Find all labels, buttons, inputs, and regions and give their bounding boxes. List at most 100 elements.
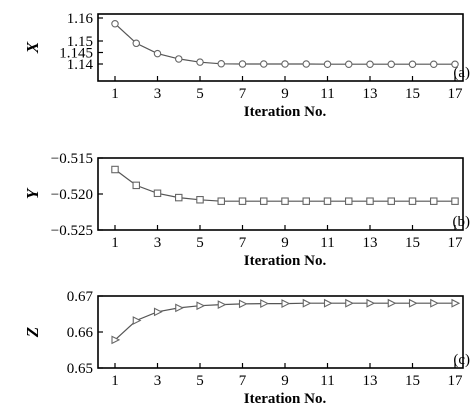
data-point <box>281 299 291 308</box>
x-tick-label: 3 <box>154 373 162 389</box>
data-point <box>196 196 204 204</box>
x-tick-label: 7 <box>239 373 247 389</box>
data-point <box>366 197 374 205</box>
data-point <box>238 299 248 309</box>
y-axis-title: X <box>23 41 42 54</box>
x-tick-label: 3 <box>154 86 162 102</box>
data-point <box>153 49 162 58</box>
data-point <box>132 316 142 325</box>
y-tick-label: 1.145 <box>59 46 93 62</box>
series-line <box>114 302 455 341</box>
y-tick-label: 0.66 <box>67 325 94 341</box>
data-point <box>132 39 141 48</box>
data-point <box>175 303 184 313</box>
x-tick-label: 17 <box>448 373 464 389</box>
x-tick-label: 13 <box>363 86 378 102</box>
plot-frame <box>97 13 464 82</box>
x-tick-label: 15 <box>405 86 420 102</box>
data-point <box>323 60 332 68</box>
data-point <box>238 60 247 68</box>
series-line <box>114 23 455 65</box>
data-point <box>429 197 438 205</box>
data-point <box>430 298 439 308</box>
data-point <box>366 60 374 68</box>
x-tick-label: 9 <box>281 86 289 102</box>
x-tick-label: 9 <box>281 235 289 251</box>
y-tick-label: 0.65 <box>67 361 93 377</box>
data-point <box>323 298 333 308</box>
data-point <box>111 165 119 174</box>
data-point <box>366 298 376 308</box>
data-point <box>302 197 310 205</box>
data-point <box>175 193 183 202</box>
x-tick-label: 13 <box>363 235 378 251</box>
data-point <box>302 298 312 308</box>
x-tick-label: 5 <box>196 373 204 389</box>
data-point <box>217 300 227 310</box>
x-axis-title: Iteration No. <box>244 104 327 120</box>
x-tick-label: 1 <box>111 86 119 102</box>
y-tick-label: 1.16 <box>67 11 94 27</box>
data-point <box>387 298 397 308</box>
data-point <box>281 60 289 68</box>
data-point <box>429 60 438 68</box>
x-tick-label: 11 <box>320 373 334 389</box>
data-point <box>217 60 226 68</box>
data-point <box>260 299 269 308</box>
x-tick-label: 5 <box>196 235 204 251</box>
data-point <box>408 60 417 68</box>
data-point <box>238 197 247 205</box>
data-point <box>196 58 204 66</box>
data-point <box>344 197 353 205</box>
y-axis-title: Z <box>23 327 42 338</box>
data-point <box>323 197 332 205</box>
y-axis-title: Y <box>23 187 42 199</box>
x-tick-label: 1 <box>111 373 119 389</box>
panel-tag: (c) <box>453 352 470 368</box>
x-tick-label: 13 <box>363 373 378 389</box>
data-point <box>281 197 289 205</box>
x-tick-label: 7 <box>239 235 247 251</box>
plot-frame <box>97 157 464 231</box>
data-point <box>344 60 353 68</box>
x-tick-label: 11 <box>320 86 334 102</box>
x-tick-label: 3 <box>154 235 162 251</box>
x-tick-label: 15 <box>405 235 420 251</box>
x-axis-title: Iteration No. <box>244 253 327 269</box>
y-tick-label: −0.525 <box>51 223 93 239</box>
data-point <box>408 197 417 205</box>
y-tick-label: 0.67 <box>67 289 94 305</box>
data-point <box>387 60 395 68</box>
data-point <box>451 298 461 308</box>
y-tick-label: 1.14 <box>67 57 94 73</box>
data-point <box>259 60 268 68</box>
data-point <box>217 197 226 205</box>
data-point <box>175 55 183 63</box>
plot-frame <box>97 295 464 369</box>
data-point <box>408 298 418 308</box>
data-point <box>387 197 395 205</box>
y-tick-label: 1.15 <box>67 34 93 50</box>
x-tick-label: 11 <box>320 235 334 251</box>
data-point <box>345 298 354 308</box>
data-point <box>111 335 121 345</box>
data-point <box>153 189 162 198</box>
data-point <box>132 181 141 190</box>
data-point <box>451 197 459 205</box>
x-tick-label: 9 <box>281 373 289 389</box>
data-point <box>259 197 268 205</box>
panel-tag: (a) <box>453 65 470 81</box>
series-line <box>114 169 455 202</box>
data-point <box>196 301 206 311</box>
data-point <box>451 60 459 68</box>
y-tick-label: −0.520 <box>51 187 93 203</box>
data-point <box>111 19 119 28</box>
x-tick-label: 1 <box>111 235 119 251</box>
x-tick-label: 17 <box>448 86 464 102</box>
y-tick-label: −0.515 <box>51 151 93 167</box>
x-tick-label: 17 <box>448 235 464 251</box>
data-point <box>153 307 163 317</box>
